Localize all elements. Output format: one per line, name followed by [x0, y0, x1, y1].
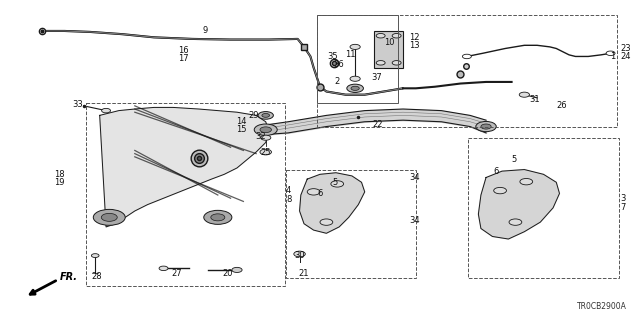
Text: 22: 22	[372, 120, 383, 130]
Circle shape	[260, 127, 271, 132]
Circle shape	[509, 219, 522, 225]
Circle shape	[262, 114, 269, 117]
Text: 4: 4	[286, 186, 291, 195]
Circle shape	[307, 189, 320, 195]
Circle shape	[258, 112, 273, 119]
Circle shape	[493, 188, 506, 194]
Circle shape	[102, 108, 111, 113]
Circle shape	[376, 34, 385, 38]
Bar	[374, 31, 403, 68]
Circle shape	[347, 84, 364, 92]
Bar	[286, 170, 416, 278]
Text: 3: 3	[620, 194, 625, 203]
Text: 27: 27	[171, 268, 182, 278]
Circle shape	[260, 149, 271, 155]
Circle shape	[351, 86, 359, 90]
Text: 2: 2	[335, 77, 340, 86]
Text: 18: 18	[54, 170, 65, 179]
Text: 13: 13	[410, 41, 420, 50]
Text: 24: 24	[620, 52, 630, 61]
Text: 25: 25	[260, 148, 271, 156]
Text: 5: 5	[333, 178, 338, 187]
Circle shape	[476, 122, 496, 132]
Circle shape	[92, 254, 99, 258]
Bar	[317, 15, 617, 126]
Text: 29: 29	[249, 111, 259, 120]
Text: 11: 11	[344, 50, 355, 59]
Text: 8: 8	[286, 195, 291, 204]
Polygon shape	[300, 173, 365, 233]
Text: 19: 19	[54, 178, 65, 187]
Circle shape	[350, 76, 360, 81]
Circle shape	[320, 219, 333, 225]
Circle shape	[331, 181, 344, 187]
Bar	[86, 103, 285, 286]
Text: 35: 35	[328, 52, 339, 61]
Text: 6: 6	[493, 167, 499, 176]
Text: 26: 26	[556, 101, 567, 110]
Polygon shape	[100, 108, 269, 227]
Text: 9: 9	[202, 27, 207, 36]
Text: 34: 34	[410, 173, 420, 182]
Circle shape	[606, 51, 615, 55]
Text: 12: 12	[410, 33, 420, 42]
Text: 10: 10	[384, 38, 394, 47]
Circle shape	[350, 44, 360, 50]
Circle shape	[392, 60, 401, 65]
Circle shape	[520, 179, 532, 185]
Circle shape	[481, 124, 491, 129]
Polygon shape	[478, 170, 559, 239]
Text: 5: 5	[511, 156, 517, 164]
Circle shape	[260, 135, 271, 140]
Circle shape	[254, 124, 277, 135]
Bar	[317, 15, 398, 103]
Text: TR0CB2900A: TR0CB2900A	[577, 302, 627, 311]
Text: 16: 16	[179, 45, 189, 55]
Text: 34: 34	[410, 216, 420, 225]
Text: 21: 21	[299, 268, 309, 278]
Text: 28: 28	[91, 272, 102, 281]
Text: 23: 23	[620, 44, 631, 53]
Text: 6: 6	[318, 189, 323, 198]
Circle shape	[101, 213, 117, 221]
Text: 1: 1	[611, 52, 616, 61]
Circle shape	[93, 209, 125, 225]
Circle shape	[463, 54, 471, 59]
Text: 37: 37	[371, 73, 382, 82]
Text: 17: 17	[179, 53, 189, 62]
Circle shape	[376, 60, 385, 65]
Circle shape	[519, 92, 529, 97]
Circle shape	[211, 214, 225, 221]
Circle shape	[392, 34, 401, 38]
Text: 30: 30	[294, 251, 305, 260]
Bar	[468, 138, 619, 278]
Text: 36: 36	[333, 60, 344, 69]
Text: 15: 15	[236, 125, 246, 134]
Circle shape	[159, 266, 168, 270]
Text: 14: 14	[236, 117, 246, 126]
Text: 20: 20	[222, 268, 233, 278]
Text: 7: 7	[620, 203, 625, 212]
Text: 32: 32	[255, 132, 266, 140]
Text: 31: 31	[530, 95, 540, 104]
Text: FR.: FR.	[60, 272, 77, 282]
Circle shape	[232, 268, 242, 272]
Text: 33: 33	[72, 100, 83, 109]
Circle shape	[204, 210, 232, 224]
Circle shape	[294, 251, 305, 257]
